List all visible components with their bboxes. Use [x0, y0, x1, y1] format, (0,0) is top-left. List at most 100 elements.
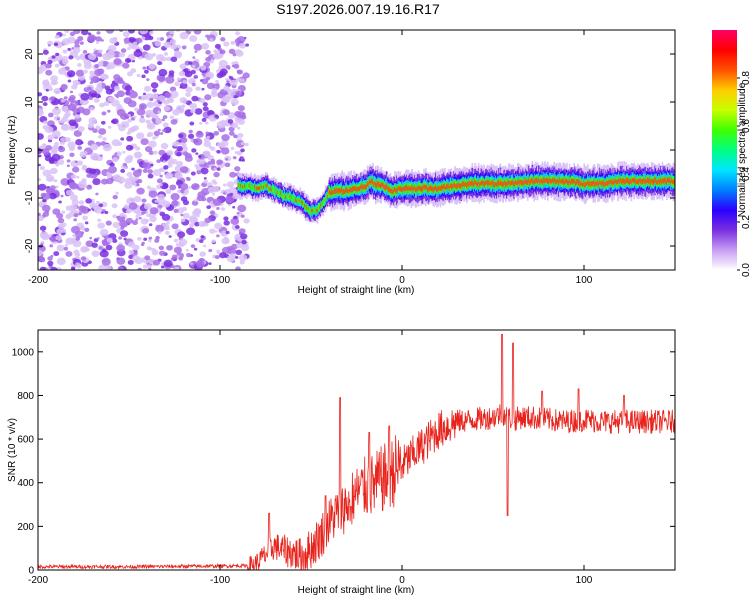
ridge-cell — [317, 205, 320, 212]
noise-blob — [169, 86, 177, 92]
ridge-cell — [548, 177, 551, 183]
noise-blob — [233, 215, 238, 219]
noise-blob — [144, 255, 151, 261]
ridge-cell — [649, 179, 652, 186]
noise-blob — [221, 189, 225, 193]
ridge-cell — [600, 181, 603, 187]
noise-blob — [95, 200, 101, 205]
ridge-cell — [640, 178, 643, 184]
noise-blob — [205, 76, 211, 81]
ridge-cell — [657, 180, 659, 185]
noise-blob — [162, 122, 169, 128]
noise-blob — [219, 112, 224, 117]
noise-blob — [58, 200, 62, 204]
noise-blob — [135, 180, 140, 184]
ridge-cell — [423, 184, 425, 190]
ridge-cell — [240, 184, 242, 188]
ridge-cell — [655, 177, 657, 183]
ridge-cell — [339, 188, 342, 195]
ridge-cell — [405, 185, 407, 191]
noise-blob — [124, 57, 131, 63]
noise-blob — [95, 41, 99, 45]
ridge-cell — [334, 189, 337, 194]
ridge-cell — [345, 187, 348, 193]
noise-blob — [147, 169, 153, 174]
ridge-cell — [468, 181, 471, 187]
ridge-cell — [344, 189, 346, 194]
noise-blob — [219, 252, 227, 259]
noise-blob — [41, 233, 50, 241]
noise-blob — [170, 193, 180, 201]
noise-blob — [72, 234, 76, 238]
ridge-cell — [332, 190, 334, 195]
ridge-cell — [385, 184, 387, 190]
ridge-cell — [416, 186, 419, 191]
ridge-cell — [392, 189, 394, 195]
noise-blob — [74, 252, 81, 258]
noise-blob — [141, 241, 145, 245]
noise-blob — [220, 147, 230, 155]
ridge-cell — [637, 178, 639, 184]
ridge-cell — [320, 203, 323, 207]
noise-blob — [113, 74, 121, 81]
ridge-cell — [409, 185, 412, 191]
ridge-cell — [434, 186, 436, 191]
noise-blob — [71, 199, 79, 206]
ridge-cell — [384, 184, 386, 191]
ridge-cell — [404, 185, 406, 192]
noise-blob — [99, 228, 109, 237]
ridge-cell — [660, 179, 663, 185]
noise-blob — [231, 61, 236, 65]
ridge-cell — [460, 183, 463, 189]
y-tick-label: 10 — [24, 96, 35, 108]
noise-blob — [42, 102, 48, 107]
ridge-cell — [512, 180, 515, 185]
ridge-cell — [547, 179, 550, 184]
noise-blob — [159, 174, 163, 178]
noise-blob — [221, 237, 230, 245]
noise-blob — [189, 35, 198, 42]
ridge-cell — [557, 180, 560, 186]
noise-blob — [146, 78, 150, 82]
noise-blob — [144, 146, 153, 153]
ridge-cell — [630, 180, 633, 185]
noise-blob — [151, 118, 156, 122]
ridge-cell — [606, 180, 608, 186]
ridge-cell — [668, 177, 670, 183]
noise-blob — [185, 176, 190, 180]
ridge-cell — [490, 179, 493, 185]
ridge-cell — [276, 190, 279, 195]
noise-blob — [68, 124, 76, 131]
noise-blob — [234, 151, 239, 155]
ridge-cell — [623, 177, 626, 183]
noise-blob — [184, 155, 193, 162]
noise-blob — [166, 221, 170, 225]
ridge-cell — [284, 195, 287, 199]
ridge-cell — [387, 186, 390, 192]
ridge-cell — [292, 195, 294, 203]
noise-blob — [97, 134, 103, 139]
noise-blob — [193, 138, 203, 146]
noise-blob — [174, 266, 180, 270]
ridge-cell — [395, 188, 398, 193]
ridge-cell — [517, 179, 520, 184]
noise-blob — [235, 90, 242, 97]
ridge-cell — [255, 186, 258, 191]
noise-blob — [54, 185, 59, 189]
noise-blob — [194, 221, 200, 227]
ridge-cell — [614, 179, 616, 184]
noise-blob — [216, 167, 221, 171]
noise-blob — [62, 33, 66, 37]
noise-blob — [223, 220, 230, 226]
noise-blob — [107, 109, 111, 113]
noise-blob — [183, 190, 188, 194]
ridge-cell — [618, 179, 621, 185]
noise-blob — [198, 220, 207, 228]
ridge-cell — [656, 179, 658, 185]
ridge-cell — [458, 183, 461, 189]
ridge-cell — [552, 177, 555, 183]
noise-blob — [158, 167, 164, 172]
noise-blob — [162, 128, 167, 133]
ridge-cell — [627, 179, 630, 185]
